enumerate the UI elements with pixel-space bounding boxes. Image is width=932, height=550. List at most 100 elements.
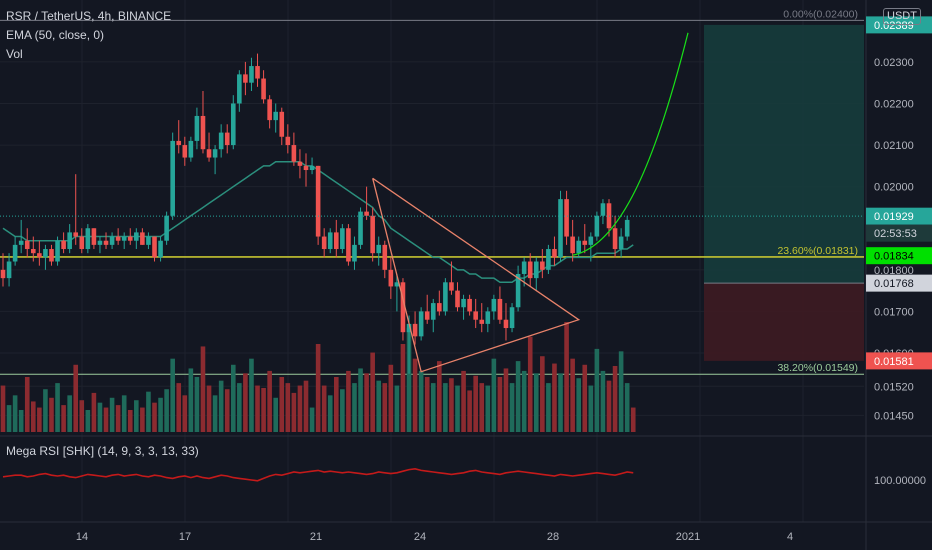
x-tick-label: 4 (787, 531, 793, 543)
candle (146, 236, 151, 245)
candle (121, 236, 127, 241)
candle (533, 261, 539, 279)
volume-bar (285, 383, 291, 432)
volume-bar (400, 344, 406, 432)
volume-bar (67, 395, 72, 432)
candle (218, 132, 224, 150)
volume-bar (382, 383, 388, 432)
volume-bar (509, 383, 515, 432)
volume-bar (12, 395, 18, 432)
price-tag-label: 0.01581 (874, 356, 914, 368)
candle (206, 149, 212, 158)
y-tick-label: 0.01700 (874, 306, 914, 318)
volume-legend[interactable]: Vol (6, 47, 23, 61)
volume-bar (546, 383, 551, 432)
y-tick-label: 0.01450 (874, 410, 914, 422)
volume-bar (152, 402, 157, 432)
candle (382, 244, 388, 270)
candle (224, 132, 230, 146)
volume-bar (558, 373, 563, 432)
price-tag-label: 02:53:53 (874, 228, 917, 240)
fib-label: 23.60%(0.01831) (777, 245, 858, 257)
candle (67, 232, 72, 250)
volume-bar (230, 364, 236, 432)
symbol-title[interactable]: RSR / TetherUS, 4h, BINANCE (6, 9, 172, 23)
candle (576, 240, 581, 254)
volume-bar (200, 346, 206, 432)
candle (473, 311, 478, 320)
volume-bar (412, 358, 418, 432)
ema-legend[interactable]: EMA (50, close, 0) (6, 28, 105, 42)
candle (182, 145, 188, 158)
volume-bar (291, 392, 297, 432)
candle (515, 273, 521, 308)
volume-bar (515, 361, 521, 432)
candle (140, 232, 145, 245)
candle (503, 319, 509, 329)
candle (0, 269, 6, 279)
price-tag-label: 0.01929 (874, 211, 914, 223)
candle (31, 249, 36, 254)
candle (321, 236, 327, 250)
volume-bar (55, 383, 60, 432)
volume-bar (279, 377, 285, 432)
volume-bar (176, 383, 182, 432)
volume-bar (600, 370, 606, 432)
volume-bar (224, 389, 230, 432)
candle (406, 323, 412, 333)
currency-label[interactable]: USDT (883, 8, 921, 25)
price-tag (866, 224, 932, 242)
x-tick-label: 21 (310, 531, 322, 543)
volume-bar (134, 400, 139, 432)
candle (285, 136, 291, 146)
volume-bar (624, 383, 630, 432)
volume-bar (164, 389, 169, 432)
candle (255, 66, 260, 79)
volume-bar (140, 407, 145, 432)
volume-bar (497, 377, 503, 432)
volume-bar (334, 377, 339, 432)
y-tick-label: 0.01520 (874, 381, 914, 393)
candle (424, 311, 430, 320)
volume-bar (576, 378, 581, 432)
y-tick-label: 0.02200 (874, 98, 914, 110)
volume-bar (424, 377, 430, 432)
volume-bar (309, 407, 315, 432)
volume-bar (503, 368, 509, 432)
x-tick-label: 2021 (676, 531, 700, 543)
volume-bar (467, 390, 472, 432)
candle (612, 228, 618, 250)
volume-bar (91, 392, 97, 432)
candle (546, 249, 551, 270)
candle (491, 298, 497, 312)
rsi-axis-label: 100.00000 (874, 475, 926, 487)
price-tag (866, 247, 932, 265)
candle (127, 236, 133, 241)
volume-bar (473, 375, 478, 432)
candle (570, 236, 575, 254)
candle (303, 165, 309, 171)
volume-bar (521, 370, 527, 432)
candle (85, 228, 91, 250)
volume-bar (406, 328, 412, 432)
rsi-legend[interactable]: Mega RSI [SHK] (14, 9, 3, 3, 13, 33) (6, 444, 199, 458)
price-tag (866, 352, 932, 370)
candle (594, 215, 600, 237)
candle (212, 149, 218, 158)
volume-bar (321, 385, 327, 432)
candle (91, 228, 97, 245)
volume-bar (485, 385, 491, 432)
volume-bar (206, 385, 212, 432)
candle (527, 261, 533, 279)
candle (346, 228, 351, 262)
candle (443, 282, 448, 312)
candle (540, 261, 545, 270)
volume-bar (73, 364, 79, 432)
volume-bar (346, 370, 351, 432)
candle (279, 111, 285, 137)
candle (358, 211, 363, 245)
volume-bar (455, 385, 460, 432)
x-tick-label: 14 (76, 531, 88, 543)
volume-bar (61, 405, 66, 432)
